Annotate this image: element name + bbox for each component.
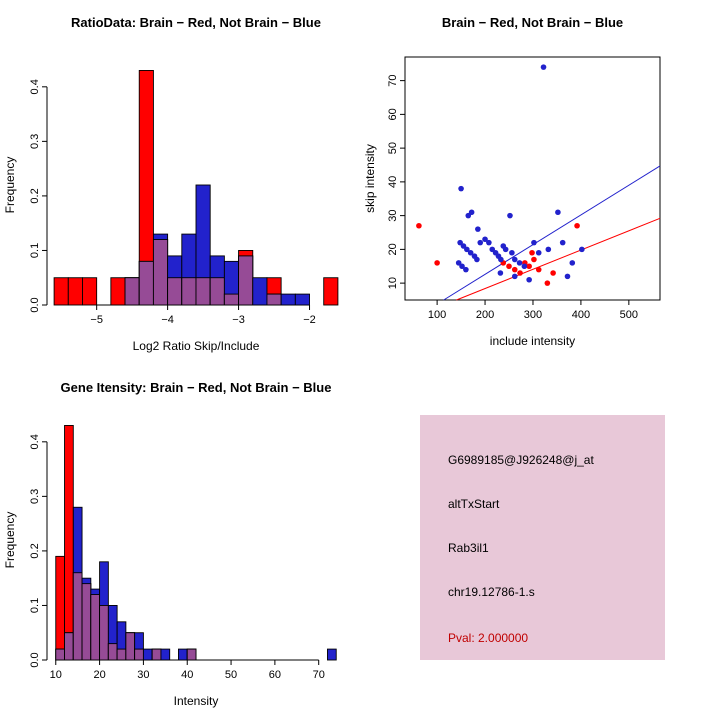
points-blue (455, 64, 585, 283)
svg-text:0.3: 0.3 (29, 489, 41, 504)
x-axis-label: Log2 Ratio Skip/Include (133, 339, 260, 353)
points-red (416, 222, 580, 286)
pval-text: Pval: 2.000000 (448, 631, 529, 645)
histogram-bars (55, 425, 337, 661)
svg-text:40: 40 (181, 669, 193, 681)
svg-text:100: 100 (428, 309, 446, 321)
gene-name-text: Rab3il1 (448, 541, 489, 555)
svg-text:300: 300 (524, 309, 542, 321)
svg-text:20: 20 (93, 669, 105, 681)
svg-text:30: 30 (387, 210, 399, 222)
y-axis-label: Frequency (3, 157, 17, 214)
svg-text:20: 20 (387, 243, 399, 255)
axes (400, 56, 661, 305)
svg-text:200: 200 (476, 309, 494, 321)
intensity-scatter-plot: 100 200 300 400 500 10 20 30 40 50 60 70 include int… (363, 56, 661, 348)
svg-text:30: 30 (137, 669, 149, 681)
y-axis-label: Frequency (3, 512, 17, 569)
svg-text:50: 50 (387, 142, 399, 154)
svg-text:60: 60 (387, 108, 399, 120)
scatter-title: Brain − Red, Not Brain − Blue (441, 15, 624, 30)
histogram-bars (53, 70, 339, 306)
svg-text:0.4: 0.4 (29, 79, 41, 94)
regression-line-red (456, 217, 661, 301)
svg-text:0.4: 0.4 (29, 434, 41, 449)
svg-text:400: 400 (572, 309, 590, 321)
location-text: chr19.12786-1.s (448, 585, 535, 599)
gene-histogram-plot: 10 20 30 40 50 60 70 0.0 0.1 0.2 0.3 0.4 Intensity Fr… (3, 425, 337, 708)
svg-text:500: 500 (620, 309, 638, 321)
svg-text:60: 60 (269, 669, 281, 681)
svg-text:0.0: 0.0 (29, 297, 41, 312)
svg-text:10: 10 (50, 669, 62, 681)
svg-text:0.1: 0.1 (29, 243, 41, 258)
ratio-hist-title: RatioData: Brain − Red, Not Brain − Blue (71, 15, 321, 30)
x-axis-label: include intensity (490, 334, 575, 348)
svg-text:0.2: 0.2 (29, 188, 41, 203)
fit-lines (443, 165, 661, 301)
svg-text:50: 50 (225, 669, 237, 681)
regression-line-blue (443, 165, 661, 301)
svg-text:−3: −3 (232, 314, 245, 326)
svg-text:0.3: 0.3 (29, 134, 41, 149)
x-axis-label: Intensity (174, 694, 219, 708)
svg-text:0.1: 0.1 (29, 598, 41, 613)
svg-text:40: 40 (387, 176, 399, 188)
gene-info-box: G6989185@J926248@j_at altTxStart Rab3il1… (420, 415, 665, 660)
y-axis-label: skip intensity (363, 144, 377, 213)
svg-text:−5: −5 (90, 314, 103, 326)
gene-hist-title: Gene Itensity: Brain − Red, Not Brain − … (60, 380, 332, 395)
svg-text:−2: −2 (303, 314, 316, 326)
ratio-histogram-plot: −5 −4 −3 −2 0.0 0.1 0.2 0.3 0.4 Log2 Ratio Skip/I… (3, 70, 339, 353)
svg-text:10: 10 (387, 277, 399, 289)
svg-text:−4: −4 (161, 314, 174, 326)
svg-text:70: 70 (387, 75, 399, 87)
svg-text:0.2: 0.2 (29, 543, 41, 558)
svg-text:0.0: 0.0 (29, 652, 41, 667)
svg-text:70: 70 (313, 669, 325, 681)
event-type-text: altTxStart (448, 497, 500, 511)
probe-id-text: G6989185@J926248@j_at (448, 453, 594, 467)
